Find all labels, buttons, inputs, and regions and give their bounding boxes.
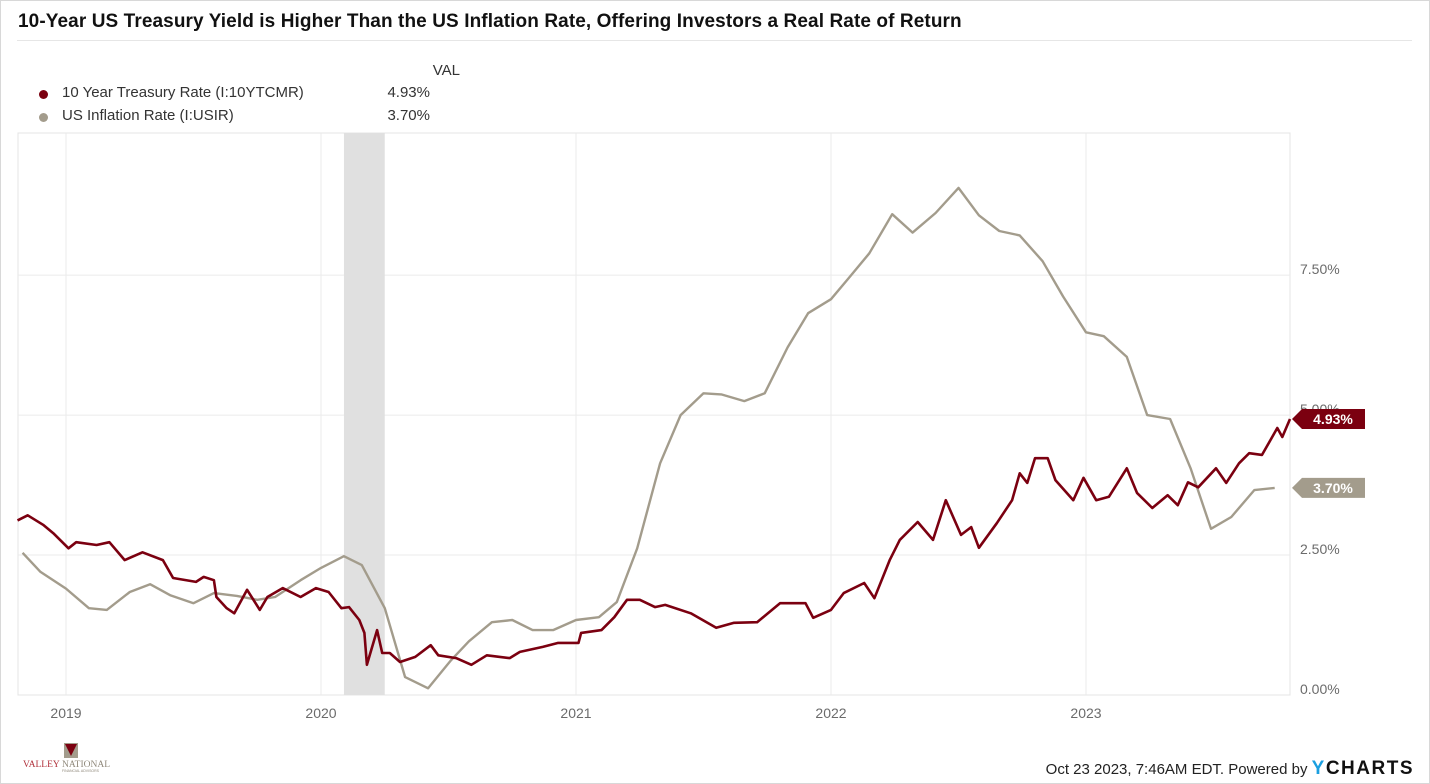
title-divider [17, 40, 1412, 41]
legend-dot-icon [39, 90, 48, 99]
y-tick-label: 7.50% [1300, 261, 1340, 277]
end-value-label: 3.70% [1313, 480, 1353, 496]
ycharts-brand[interactable]: YCHARTS [1312, 758, 1414, 779]
series-line [21, 186, 1275, 690]
legend-item-name: 10 Year Treasury Rate (I:10YTCMR) [62, 84, 304, 101]
recession-shading [343, 133, 385, 695]
x-tick-label: 2021 [560, 705, 591, 721]
end-value-tag [1292, 409, 1365, 430]
timestamp: Oct 23 2023, 7:46AM EDT. Powered by [1045, 761, 1308, 778]
end-value-tag [1292, 477, 1365, 498]
x-tick-label: 2023 [1070, 705, 1101, 721]
footer: Oct 23 2023, 7:46AM EDT. Powered by YCHA… [1046, 758, 1414, 780]
plot-area [17, 132, 1291, 696]
svg-text:NATIONAL: NATIONAL [62, 760, 110, 770]
legend-item-name: US Inflation Rate (I:USIR) [62, 107, 234, 124]
y-tick-label: 2.50% [1300, 541, 1340, 557]
x-tick-label: 2019 [50, 705, 81, 721]
legend-item-value: 3.70% [387, 107, 430, 124]
valley-national-logo: VALLEY NATIONAL FINANCIAL ADVISORS [23, 743, 110, 773]
legend-header-val: VAL [432, 62, 460, 79]
y-tick-label: 0.00% [1300, 681, 1340, 697]
ycharts-y: Y [1311, 758, 1326, 779]
legend-item-value: 4.93% [387, 84, 430, 101]
svg-text:VALLEY: VALLEY [23, 760, 60, 770]
svg-text:FINANCIAL ADVISORS: FINANCIAL ADVISORS [62, 769, 100, 773]
ycharts-text: CHARTS [1325, 758, 1414, 779]
x-tick-label: 2020 [305, 705, 336, 721]
x-tick-label: 2022 [815, 705, 846, 721]
legend-dot-icon [39, 113, 48, 122]
end-value-label: 4.93% [1313, 411, 1353, 427]
chart-title: 10-Year US Treasury Yield is Higher Than… [18, 11, 962, 32]
series-line [16, 418, 1292, 667]
